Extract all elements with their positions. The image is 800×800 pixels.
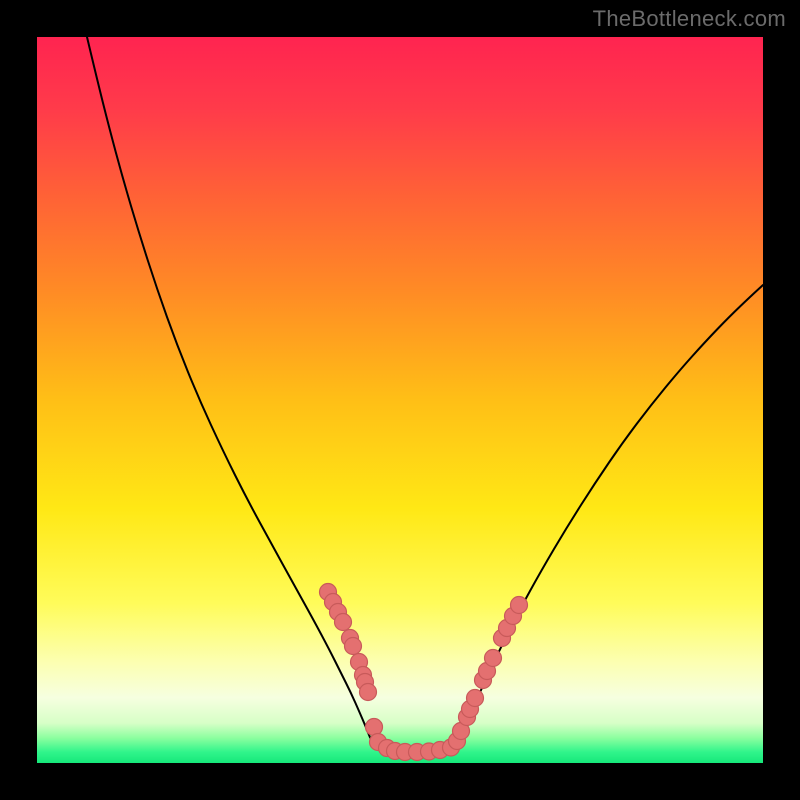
marker-dot	[366, 719, 383, 736]
frame-right	[763, 0, 800, 800]
watermark-text: TheBottleneck.com	[593, 6, 786, 32]
marker-dot	[335, 614, 352, 631]
marker-dot	[511, 597, 528, 614]
marker-dot	[485, 650, 502, 667]
chart-plot-area	[37, 37, 763, 763]
marker-dot	[467, 690, 484, 707]
chart-svg	[37, 37, 763, 763]
frame-left	[0, 0, 37, 800]
marker-dot	[345, 638, 362, 655]
marker-dot	[360, 684, 377, 701]
frame-bottom	[0, 763, 800, 800]
